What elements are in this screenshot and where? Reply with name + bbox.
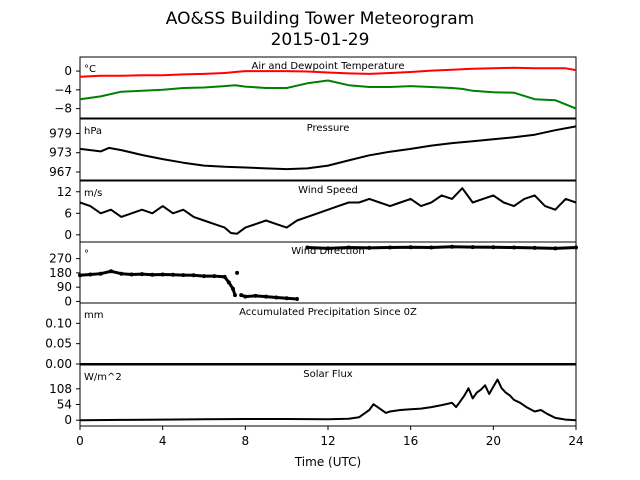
panel-unit: ° xyxy=(84,249,89,260)
series-line xyxy=(79,187,577,235)
panel-frame xyxy=(79,180,577,243)
x-axis-label: Time (UTC) xyxy=(294,455,361,469)
series-line xyxy=(79,79,577,110)
x-tick-label: 12 xyxy=(320,434,335,448)
x-tick-label: 4 xyxy=(159,434,167,448)
panel-unit: W/m^2 xyxy=(84,372,122,383)
chart-subtitle: 2015-01-29 xyxy=(270,30,370,50)
panel-unit: hPa xyxy=(84,126,102,137)
series-line xyxy=(79,378,577,422)
y-tick-label: 0.05 xyxy=(45,337,72,351)
panel-frame xyxy=(79,302,577,365)
x-tick-label: 20 xyxy=(486,434,501,448)
y-tick-label: 0 xyxy=(64,294,72,308)
y-tick-label: 973 xyxy=(49,146,72,160)
chart-title: AO&SS Building Tower Meteorogram xyxy=(165,9,475,29)
panel-title: Wind Direction xyxy=(291,246,365,257)
panel-title: Air and Dewpoint Temperature xyxy=(252,61,405,72)
panel-unit: m/s xyxy=(84,188,102,199)
x-tick-label: 0 xyxy=(76,434,84,448)
panel-title: Solar Flux xyxy=(303,369,353,380)
panel-frame xyxy=(79,364,577,427)
y-tick-label: 0.10 xyxy=(45,316,72,330)
y-tick-label: 0 xyxy=(64,413,72,427)
series-line xyxy=(79,125,577,171)
y-tick-label: −8 xyxy=(54,102,72,116)
y-tick-label: 54 xyxy=(57,398,72,412)
x-tick-label: 16 xyxy=(403,434,418,448)
y-tick-label: 270 xyxy=(49,252,72,266)
panel-title: Pressure xyxy=(307,123,350,134)
y-tick-label: 0 xyxy=(64,64,72,78)
panel-title: Wind Speed xyxy=(298,185,358,196)
panel-unit: °C xyxy=(84,64,96,75)
y-tick-label: 90 xyxy=(57,280,72,294)
x-tick-label: 24 xyxy=(568,434,583,448)
panel-unit: mm xyxy=(84,310,103,321)
y-tick-label: 967 xyxy=(49,165,72,179)
y-tick-label: 6 xyxy=(64,206,72,220)
panel-title: Accumulated Precipitation Since 0Z xyxy=(239,307,417,318)
series-line xyxy=(79,66,577,78)
y-tick-label: 108 xyxy=(49,382,72,396)
x-tick-label: 8 xyxy=(242,434,250,448)
y-tick-label: −4 xyxy=(54,83,72,97)
y-tick-label: 0 xyxy=(64,228,72,242)
y-tick-label: 180 xyxy=(49,266,72,280)
data-point xyxy=(235,270,240,275)
panel-frame xyxy=(79,56,577,119)
y-tick-label: 0.00 xyxy=(45,357,72,371)
y-tick-label: 979 xyxy=(49,126,72,140)
y-tick-label: 12 xyxy=(57,185,72,199)
series-line xyxy=(79,245,577,301)
